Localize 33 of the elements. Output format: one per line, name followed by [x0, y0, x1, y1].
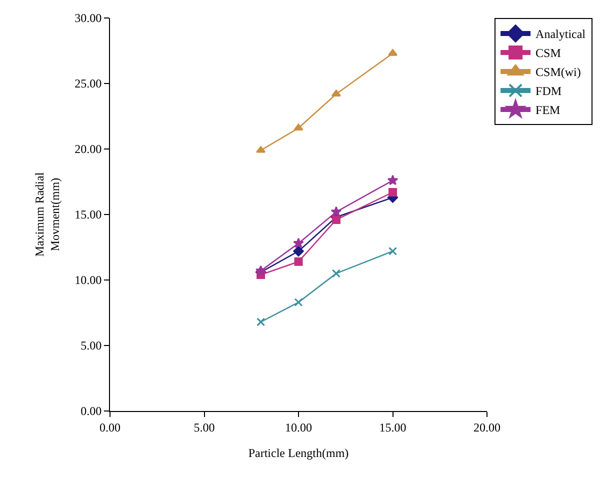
- point: [256, 146, 266, 153]
- y-tick-label: 0.00: [80, 404, 102, 418]
- point: [388, 188, 397, 196]
- x-tick-label: 5.00: [194, 420, 215, 434]
- x-tick-label: 0.00: [100, 420, 120, 434]
- point: [256, 318, 266, 326]
- y-tick-label: 5.00: [80, 338, 102, 353]
- point: [293, 238, 304, 248]
- point: [293, 246, 304, 256]
- point: [332, 215, 340, 224]
- point: [294, 124, 304, 131]
- point: [294, 257, 303, 266]
- legend-label: FEM: [536, 103, 561, 118]
- point: [388, 246, 397, 256]
- legend-label: FDM: [536, 84, 562, 98]
- legend-label: CSM(wi): [536, 65, 581, 80]
- x-tick-label: 15.00: [379, 420, 406, 434]
- y-tick-label: 15.00: [74, 208, 102, 222]
- point: [387, 174, 398, 186]
- x-tick-label: 10.00: [285, 420, 312, 434]
- y-tick-label: 30.00: [74, 11, 102, 26]
- x-tick-label: 20.00: [474, 420, 500, 434]
- point: [331, 90, 341, 96]
- point: [330, 206, 342, 217]
- legend-label: CSM: [536, 46, 562, 60]
- y-tick-label: 10.00: [74, 273, 102, 288]
- point: [294, 298, 303, 307]
- legend-label: Analytical: [536, 27, 586, 42]
- x-axis-title: Particle Length(mm): [248, 446, 349, 460]
- y-axis-title: Maximum Radial Movment(mm): [32, 172, 62, 257]
- point: [332, 269, 340, 278]
- y-tick-label: 25.00: [74, 76, 102, 91]
- y-tick-label: 20.00: [74, 142, 102, 156]
